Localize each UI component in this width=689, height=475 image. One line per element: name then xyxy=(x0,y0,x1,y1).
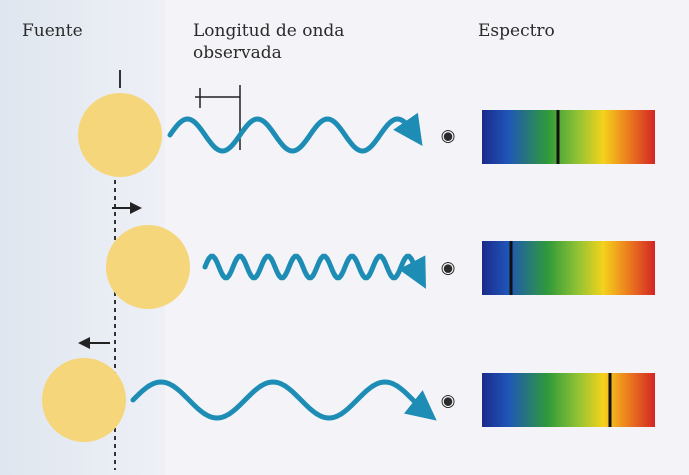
source-star xyxy=(78,93,162,177)
spectrum-heading: Espectro xyxy=(478,21,555,41)
observer-icon: ◉ xyxy=(441,258,456,278)
doppler-diagram: Fuente Longitud de onda observada Espect… xyxy=(0,0,689,475)
spectrum-bar xyxy=(482,110,655,164)
spectrum-bar xyxy=(482,373,655,427)
observer-icon: ◉ xyxy=(441,126,456,146)
source-heading: Fuente xyxy=(22,21,83,41)
observer-icon: ◉ xyxy=(441,391,456,411)
source-star xyxy=(42,358,126,442)
wavelength-heading: observada xyxy=(193,43,282,63)
spectrum-bar xyxy=(482,241,655,295)
source-star xyxy=(106,225,190,309)
wavelength-heading: Longitud de onda xyxy=(193,21,344,41)
